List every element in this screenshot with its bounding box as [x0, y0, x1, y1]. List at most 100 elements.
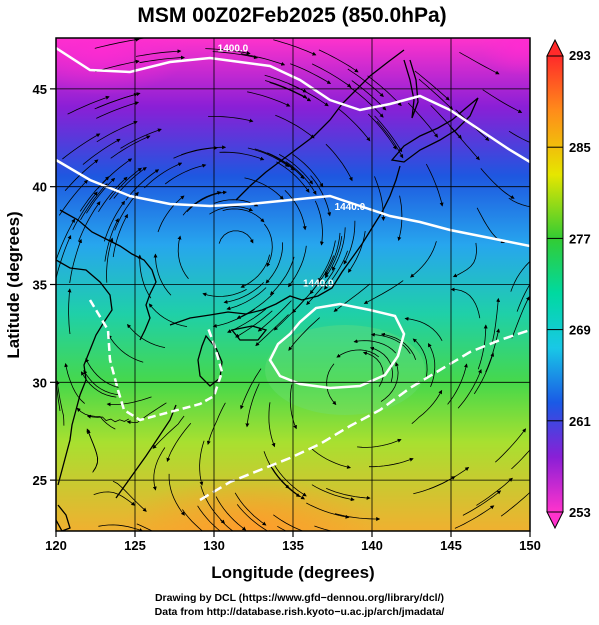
streamline — [324, 236, 343, 279]
coast-hokkaido — [390, 97, 479, 163]
streamline — [240, 53, 286, 66]
streamline — [277, 525, 287, 531]
y-tick-label: 35 — [33, 278, 47, 293]
streamline — [94, 38, 140, 49]
streamline — [482, 89, 523, 113]
streamline — [110, 135, 151, 159]
streamline — [511, 449, 530, 470]
streamline — [332, 227, 346, 271]
streamline — [457, 369, 482, 409]
streamline — [306, 269, 335, 306]
streamline — [357, 438, 402, 448]
colorbar-scale — [546, 55, 564, 513]
streamline — [288, 317, 320, 351]
contour-label: 1440.0 — [335, 202, 366, 213]
contour-1400-north — [56, 46, 530, 164]
streamline — [220, 519, 234, 531]
streamline — [347, 230, 366, 273]
streamline — [516, 283, 530, 312]
streamline — [86, 177, 116, 214]
contour-labels: 1400.0 1440.0 1440.0 — [218, 44, 366, 290]
colorbar-max-arrow — [546, 38, 564, 57]
streamline — [353, 339, 397, 354]
streamline — [276, 161, 310, 193]
x-tick-label: 150 — [519, 538, 541, 553]
height-contours — [56, 46, 530, 502]
streamline — [234, 492, 267, 526]
streamline — [247, 147, 290, 167]
streamline — [333, 283, 371, 312]
streamline — [245, 383, 260, 428]
streamline — [411, 389, 443, 425]
streamline — [153, 253, 172, 296]
streamline — [292, 153, 324, 188]
warm-region — [120, 475, 380, 531]
streamline — [459, 51, 500, 75]
streamline — [326, 363, 337, 406]
streamline — [114, 191, 139, 231]
streamline — [104, 218, 119, 262]
streamline — [112, 480, 147, 512]
streamline — [139, 55, 185, 64]
streamline — [500, 491, 530, 517]
streamline — [508, 130, 530, 143]
streamline — [69, 238, 82, 284]
streamline — [173, 145, 218, 159]
streamline — [58, 179, 88, 216]
x-axis-label: Longitude (degrees) — [211, 563, 374, 582]
streamline — [168, 473, 185, 516]
streamline — [56, 380, 65, 426]
streamline — [311, 484, 355, 502]
streamline — [236, 504, 272, 531]
streamline — [284, 190, 307, 231]
streamline — [144, 162, 183, 189]
streamline — [347, 68, 384, 98]
streamline — [289, 384, 297, 430]
streamline — [240, 254, 270, 288]
streamline — [112, 213, 128, 258]
streamline — [380, 362, 399, 402]
colorbar-tick-label: 285 — [569, 140, 591, 155]
streamline — [314, 200, 324, 246]
streamline — [367, 75, 402, 107]
streamline — [310, 175, 332, 217]
streamline — [215, 496, 247, 531]
streamline — [351, 80, 387, 111]
streamline — [108, 334, 144, 363]
streamline — [374, 115, 403, 153]
streamline — [370, 332, 411, 354]
streamline — [166, 422, 192, 462]
streamline — [208, 116, 254, 123]
streamline — [202, 289, 247, 297]
streamline — [222, 208, 265, 223]
streamline — [311, 63, 352, 88]
streamline — [275, 114, 315, 139]
coast-ryukyu — [115, 404, 177, 499]
streamline — [240, 368, 262, 410]
streamline — [318, 49, 359, 73]
streamline — [157, 195, 185, 233]
streamline — [368, 113, 397, 150]
streamline — [152, 447, 166, 491]
streamline — [206, 402, 226, 445]
streamline — [93, 491, 136, 506]
streamline — [94, 92, 138, 110]
streamline — [186, 190, 227, 213]
streamline — [218, 230, 254, 244]
streamline — [454, 505, 495, 529]
streamline — [106, 396, 152, 407]
y-tick-label: 45 — [33, 82, 47, 97]
coast-china — [56, 259, 113, 486]
x-axis-ticks: 120 125 130 135 140 145 150 — [45, 531, 541, 553]
streamline — [273, 297, 307, 331]
streamline — [480, 168, 515, 199]
x-tick-label: 120 — [45, 538, 67, 553]
x-tick-label: 130 — [203, 538, 225, 553]
streamline — [404, 316, 443, 342]
streamline — [273, 514, 304, 531]
streamline — [236, 292, 275, 319]
streamline — [247, 91, 291, 107]
streamline — [285, 161, 317, 195]
streamline — [182, 191, 222, 216]
